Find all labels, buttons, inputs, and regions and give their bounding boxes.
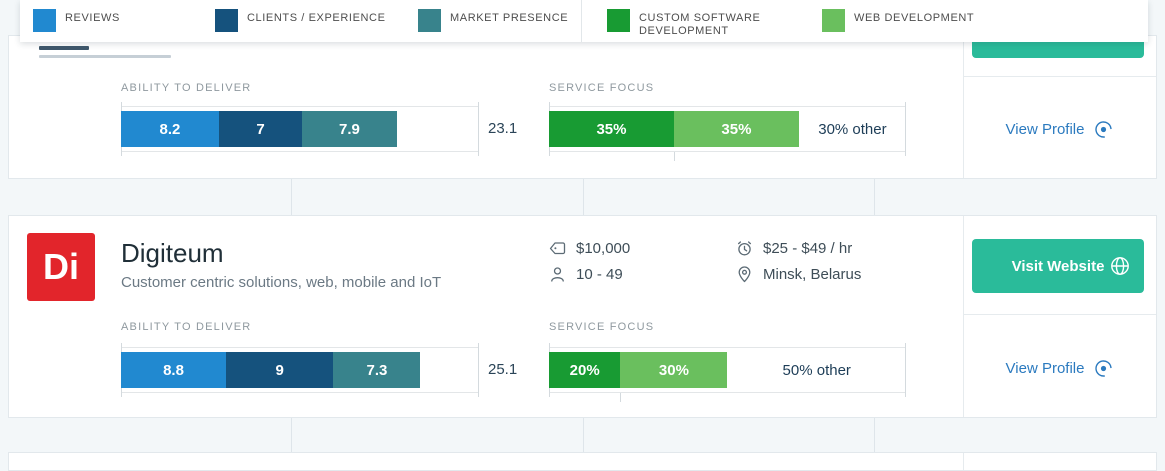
company-tagline: Customer centric solutions, web, mobile … (121, 274, 442, 291)
view-profile-label: View Profile (1005, 120, 1085, 138)
reviews-score-segment: 8.8 (121, 352, 226, 388)
company-card: Di Digiteum Customer centric solutions, … (8, 215, 1157, 418)
ability-total: 25.1 (488, 361, 518, 378)
legend-label: CUSTOM SOFTWARE DEVELOPMENT (639, 12, 761, 37)
view-profile-label: View Profile (1005, 359, 1085, 377)
ability-bar: 8.2 7 7.9 (121, 102, 479, 156)
custom-software-swatch-icon (607, 9, 630, 32)
company-card: ABILITY TO DELIVER 8.2 7 7.9 23.1 SERVIC… (8, 15, 1157, 179)
view-profile-icon (1095, 120, 1113, 138)
web-development-segment: 35% (673, 111, 799, 147)
grid-line (874, 418, 875, 452)
market-score-segment: 7.3 (333, 352, 421, 388)
custom-software-segment: 35% (549, 111, 674, 147)
actions-divider (963, 314, 1156, 315)
employee-count: 10 - 49 (549, 266, 623, 283)
legend-label: REVIEWS (65, 12, 120, 24)
legend-item-market-presence: MARKET PRESENCE (418, 9, 568, 32)
chart-legend: REVIEWS CLIENTS / EXPERIENCE MARKET PRES… (20, 0, 1148, 42)
service-focus-bar: 20% 30% 50% other (549, 343, 906, 402)
location: Minsk, Belarus (736, 266, 861, 283)
web-development-swatch-icon (822, 9, 845, 32)
card-column-divider (963, 216, 964, 417)
min-project-size: $10,000 (549, 240, 630, 257)
actions-divider (963, 76, 1156, 77)
legend-label: WEB DEVELOPMENT (854, 12, 975, 24)
bar-tick (673, 152, 675, 161)
view-profile-link[interactable]: View Profile (963, 118, 1156, 140)
card-column-divider (963, 36, 964, 178)
location-pin-icon (738, 266, 751, 283)
grid-line (583, 418, 584, 452)
market-swatch-icon (418, 9, 441, 32)
bar-tick (620, 393, 622, 402)
globe-icon (1111, 257, 1129, 275)
other-services-segment: 50% other (782, 361, 851, 379)
grid-line (291, 179, 292, 215)
legend-label: MARKET PRESENCE (450, 12, 569, 24)
visit-website-label: Visit Website (1011, 257, 1105, 275)
person-icon (551, 267, 564, 282)
web-development-segment: 30% (620, 352, 728, 388)
custom-software-segment: 20% (549, 352, 621, 388)
hourly-rate-value: $25 - $49 / hr (763, 240, 853, 257)
service-focus-bar: 35% 35% 30% other (549, 102, 906, 161)
clients-score-segment: 7 (218, 111, 303, 147)
service-focus-label: SERVICE FOCUS (549, 82, 655, 94)
company-logo[interactable]: Di (27, 233, 95, 301)
visit-website-button[interactable]: Visit Website (972, 239, 1144, 293)
employee-count-value: 10 - 49 (576, 266, 623, 283)
card-column-divider (963, 453, 964, 470)
legend-label: CLIENTS / EXPERIENCE (247, 12, 386, 24)
clients-swatch-icon (215, 9, 238, 32)
ability-to-deliver-label: ABILITY TO DELIVER (121, 82, 252, 94)
view-profile-icon (1095, 359, 1113, 377)
grid-line (583, 179, 584, 215)
reviews-swatch-icon (33, 9, 56, 32)
company-name[interactable]: Digiteum (121, 238, 224, 268)
clipped-company-tagline (39, 55, 171, 58)
view-profile-link[interactable]: View Profile (963, 357, 1156, 379)
price-tag-icon (549, 242, 566, 255)
market-score-segment: 7.9 (302, 111, 397, 147)
grid-line (874, 179, 875, 215)
ability-to-deliver-label: ABILITY TO DELIVER (121, 321, 252, 333)
min-project-value: $10,000 (576, 240, 631, 257)
clipped-company-name (39, 46, 89, 50)
reviews-score-segment: 8.2 (121, 111, 219, 147)
location-value: Minsk, Belarus (763, 266, 862, 283)
legend-item-reviews: REVIEWS (33, 9, 120, 32)
legend-divider (581, 0, 582, 42)
hourly-rate: $25 - $49 / hr (736, 240, 852, 257)
grid-line (291, 418, 292, 452)
clock-icon (737, 241, 752, 256)
other-services-segment: 30% other (818, 120, 887, 138)
legend-item-custom-software: CUSTOM SOFTWARE DEVELOPMENT (607, 9, 779, 38)
company-card (8, 452, 1157, 471)
ability-bar: 8.8 9 7.3 (121, 343, 479, 397)
legend-item-clients-experience: CLIENTS / EXPERIENCE (215, 9, 386, 32)
service-focus-label: SERVICE FOCUS (549, 321, 655, 333)
clients-score-segment: 9 (226, 352, 334, 388)
ability-total: 23.1 (488, 120, 518, 137)
legend-item-web-development: WEB DEVELOPMENT (822, 9, 974, 32)
